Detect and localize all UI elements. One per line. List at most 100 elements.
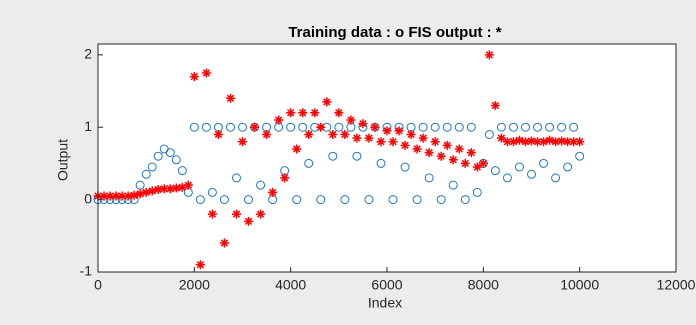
training-point <box>508 122 518 132</box>
fis-output-point <box>352 133 362 143</box>
fis-output-point <box>99 191 109 201</box>
fis-output-point <box>340 129 350 139</box>
fis-output-point <box>298 108 308 118</box>
fis-output-point <box>472 162 482 172</box>
training-point <box>165 148 175 158</box>
training-point <box>472 187 482 197</box>
fis-output-point <box>496 133 506 143</box>
training-point <box>460 195 470 205</box>
training-point <box>340 195 350 205</box>
y-tick-label: 1 <box>84 118 92 134</box>
training-point <box>238 122 247 132</box>
fis-output-point <box>274 115 284 125</box>
training-point <box>533 122 543 132</box>
fis-output-point <box>569 137 579 147</box>
fis-output-point <box>430 137 440 147</box>
fis-output-point <box>575 137 585 147</box>
training-point <box>316 195 326 205</box>
fis-output-point <box>292 144 302 154</box>
fis-output-point <box>322 97 332 107</box>
plot-area <box>98 44 676 272</box>
fis-output-point <box>382 126 392 136</box>
fis-output-point <box>545 135 555 145</box>
fis-output-point <box>171 183 181 193</box>
training-point <box>466 122 476 132</box>
training-point <box>551 173 561 183</box>
training-point <box>484 129 494 139</box>
fis-output-point <box>388 137 398 147</box>
training-point <box>424 173 434 183</box>
fis-output-point <box>141 187 151 197</box>
fis-output-point <box>460 158 470 168</box>
fis-output-point <box>280 173 290 183</box>
fis-output-point <box>177 182 187 192</box>
training-point <box>520 122 530 132</box>
training-point <box>334 122 344 132</box>
training-point <box>135 180 145 190</box>
fis-output-point <box>189 72 199 82</box>
training-point <box>430 122 440 132</box>
fis-output-point <box>557 136 567 146</box>
fis-output-point <box>502 137 512 147</box>
x-tick-label: 0 <box>94 277 102 293</box>
training-point <box>225 122 235 132</box>
fis-output-point <box>442 140 452 150</box>
fis-output-point <box>207 209 217 219</box>
fis-output-point <box>508 137 518 147</box>
training-point <box>412 195 422 205</box>
training-point <box>454 122 464 132</box>
training-point <box>557 122 567 132</box>
training-point <box>219 195 229 205</box>
fis-output-point <box>111 191 121 201</box>
fis-output-point <box>418 133 428 143</box>
fis-output-point <box>310 108 320 118</box>
y-tick-label: -1 <box>80 263 93 279</box>
fis-output-point <box>466 148 476 158</box>
training-point <box>141 169 151 179</box>
fis-output-point <box>159 184 169 194</box>
training-point <box>292 195 302 205</box>
fis-output-point <box>484 50 494 60</box>
training-point <box>256 180 266 190</box>
fis-output-point <box>262 129 272 139</box>
fis-output-point <box>364 133 374 143</box>
x-tick-label: 8000 <box>468 277 499 293</box>
fis-output-point <box>195 260 205 270</box>
chart-title: Training data : o FIS output : * <box>288 24 501 41</box>
training-point <box>298 122 308 132</box>
training-point <box>388 195 398 205</box>
x-axis-label: Index <box>368 295 402 311</box>
training-point <box>527 169 536 179</box>
training-point <box>400 162 410 172</box>
fis-output-point <box>219 238 229 248</box>
fis-output-point <box>376 137 386 147</box>
fis-output-point <box>412 144 422 154</box>
training-point <box>376 158 386 168</box>
training-point <box>147 162 157 172</box>
training-point <box>442 122 452 132</box>
training-point <box>304 158 314 168</box>
fis-output-point <box>358 119 368 129</box>
training-point <box>563 162 573 172</box>
training-point <box>177 166 187 176</box>
training-point <box>502 173 512 183</box>
training-point <box>496 122 506 132</box>
training-point <box>418 122 428 132</box>
fis-output-point <box>454 144 464 154</box>
fis-output-point <box>231 209 241 219</box>
fis-output-point <box>448 155 458 165</box>
training-point <box>244 195 254 205</box>
fis-output-point <box>165 184 175 194</box>
fis-output-point <box>316 122 326 132</box>
fis-output-point <box>436 151 446 161</box>
fis-output-point <box>394 126 404 136</box>
fis-output-point <box>514 135 524 145</box>
fis-output-point <box>563 137 573 147</box>
training-point <box>171 155 181 165</box>
fis-output-point <box>225 93 235 103</box>
fis-output-point <box>334 108 344 118</box>
fis-output-point <box>117 191 127 201</box>
fis-output-point <box>551 137 561 147</box>
fis-output-point <box>250 122 260 132</box>
